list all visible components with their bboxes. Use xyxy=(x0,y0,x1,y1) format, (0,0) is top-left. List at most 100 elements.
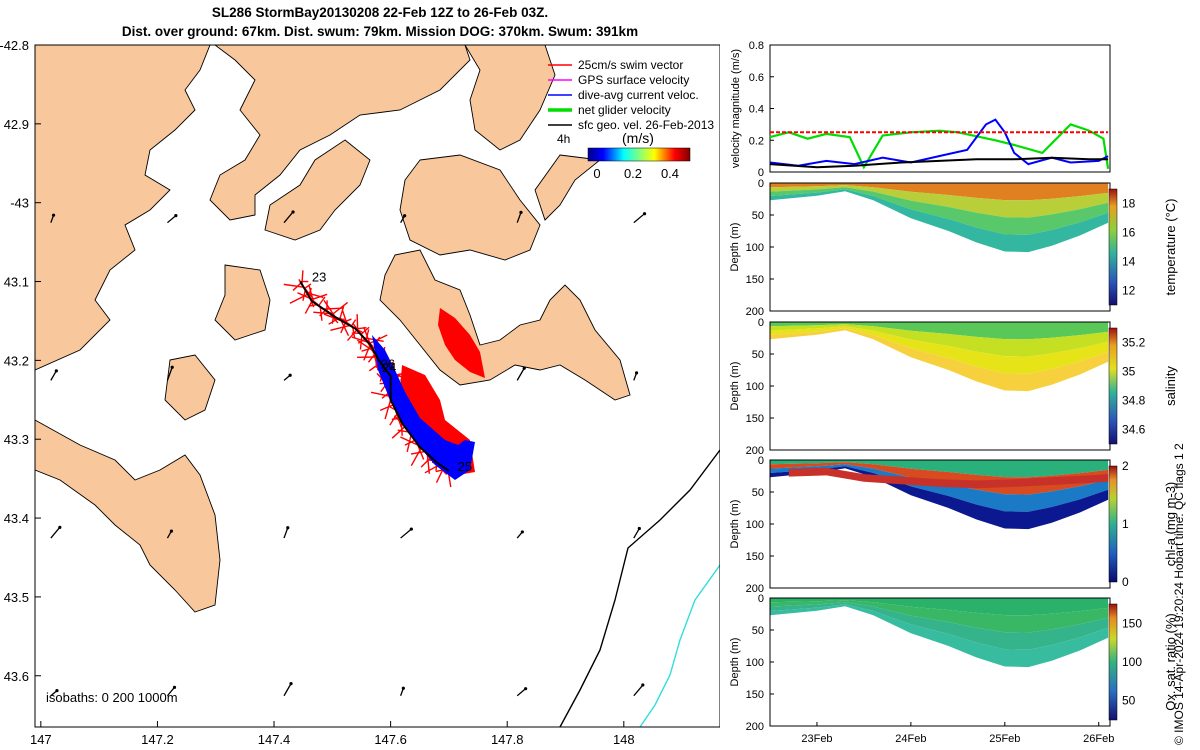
section-depth-band xyxy=(770,328,1109,392)
colorbar-tick-label: 1 xyxy=(1122,517,1129,531)
section-y-tick-label: 150 xyxy=(746,274,764,286)
swim-vector xyxy=(318,296,326,307)
section-y-tick-label: 50 xyxy=(752,625,764,637)
section-y-tick-label: 200 xyxy=(746,306,764,318)
velocity-y-tick-label: 0.6 xyxy=(749,72,764,84)
map-x-tick-label: 147.6 xyxy=(374,732,407,747)
map-x-tick-label: 147.8 xyxy=(491,732,524,747)
section-y-tick-label: 200 xyxy=(746,445,764,457)
swim-vector xyxy=(313,311,331,315)
swim-vector xyxy=(304,283,312,290)
velocity-y-axis-label: velocity magnitude (m/s) xyxy=(730,49,742,168)
section-colorbar-label: Ox. sat. ratio (%) xyxy=(1163,613,1178,711)
salinity-section-panel: 0 50 100 150 200 Depth (m) 34.6 34.8 35 35.2 salin… xyxy=(729,317,1178,457)
section-y-tick-label: 0 xyxy=(758,317,764,329)
map-x-tick-label: 147 xyxy=(30,732,52,747)
section-y-tick-label: 100 xyxy=(746,519,764,531)
section-y-tick-label: 0 xyxy=(758,455,764,467)
legend-entry: dive-avg current veloc. xyxy=(578,88,699,102)
map-y-tick-label: 43.6 xyxy=(4,669,29,684)
section-depth-band xyxy=(770,598,1109,616)
legend-timestamp-label: 4h xyxy=(557,132,570,146)
swim-vector xyxy=(346,329,358,341)
title-line-2: Dist. over ground: 67km. Dist. swum: 79k… xyxy=(121,24,639,39)
section-depth-band xyxy=(770,600,1109,633)
section-y-tick-label: 100 xyxy=(746,657,764,669)
map-x-tick-label: 148 xyxy=(613,732,635,747)
geo-velocity-arrow xyxy=(400,528,412,539)
section-y-tick-label: 50 xyxy=(752,210,764,222)
geo-velocity-arrow xyxy=(283,527,289,539)
time-tick-label: 26Feb xyxy=(1083,733,1114,745)
swim-vector xyxy=(330,324,350,331)
section-y-tick-label: 200 xyxy=(746,721,764,733)
geo-velocity-arrowhead xyxy=(54,369,58,373)
dive-average-current xyxy=(372,335,475,480)
section-y-tick-label: 0 xyxy=(758,593,764,605)
swim-vector xyxy=(357,338,366,344)
legend-entry: sfc geo. vel. 26-Feb-2013 xyxy=(578,118,714,132)
section-y-tick-label: 50 xyxy=(752,487,764,499)
section-depth-band xyxy=(770,322,1109,340)
section-colorbar xyxy=(1108,465,1118,583)
speed-colorbar: (m/s) 0 0.2 0.4 xyxy=(587,130,691,181)
section-depth-label: Depth (m) xyxy=(729,500,741,549)
section-depth-label: Depth (m) xyxy=(729,223,741,272)
geo-velocity-arrowhead xyxy=(288,373,292,377)
geo-velocity-arrowhead xyxy=(286,526,290,530)
swim-vector xyxy=(331,301,349,316)
geo-velocity-arrowhead xyxy=(170,365,174,369)
section-colorbar xyxy=(1108,188,1118,306)
geo-velocity-arrow xyxy=(167,215,177,224)
chlorophyll-section-panel: 0 50 100 150 200 Depth (m) 0 1 2 chl-a (mg m-3) xyxy=(729,455,1178,595)
section-depth-band xyxy=(770,460,1109,478)
colorbar-tick-label: 2 xyxy=(1122,459,1129,473)
velocity-y-tick-label: 0.4 xyxy=(749,104,764,116)
section-y-tick-label: 100 xyxy=(746,381,764,393)
swim-vector xyxy=(310,293,328,301)
chlorophyll-maximum-band xyxy=(788,467,1109,489)
geo-velocity-arrowhead xyxy=(409,527,413,531)
velocity-series-line xyxy=(769,123,1110,170)
geo-velocity-arrow xyxy=(283,683,292,697)
section-y-tick-label: 150 xyxy=(746,413,764,425)
velocity-series-line xyxy=(769,118,1109,167)
colorbar-tick: 0.2 xyxy=(624,166,642,181)
geo-velocity-arrow xyxy=(633,684,644,697)
map-x-tick-label: 147.2 xyxy=(141,732,174,747)
map-y-tick-label: 43.5 xyxy=(4,590,29,605)
map-x-tick-label: 147.4 xyxy=(258,732,291,747)
swim-vector xyxy=(323,300,336,318)
section-depth-label: Depth (m) xyxy=(729,638,741,687)
velocity-y-tick-label: 0.2 xyxy=(749,135,764,147)
section-colorbar-label: temperature (°C) xyxy=(1163,199,1178,296)
map-y-tick-label: 42.9 xyxy=(4,117,29,132)
section-colorbar xyxy=(1108,603,1118,721)
colorbar-tick-label: 14 xyxy=(1122,255,1136,269)
geostrophic-velocity-arrows xyxy=(50,210,647,697)
geo-velocity-arrowhead xyxy=(174,214,178,218)
title-line-1: SL286 StormBay20130208 22-Feb 12Z to 26-… xyxy=(211,5,549,20)
section-depth-band xyxy=(770,464,1109,512)
colorbar-tick-label: 18 xyxy=(1122,197,1136,211)
geo-velocity-arrow xyxy=(50,370,57,381)
swim-vector-fan xyxy=(438,308,485,378)
swim-vector xyxy=(356,314,359,332)
day-marker-label: 23 xyxy=(312,270,326,285)
geo-velocity-arrowhead xyxy=(634,371,639,375)
colorbar-tick-label: 150 xyxy=(1122,616,1142,630)
colorbar-tick-label: 34.6 xyxy=(1122,423,1146,437)
swim-vector xyxy=(410,447,422,467)
colorbar-tick-label: 12 xyxy=(1122,284,1136,298)
legend-entry: GPS surface velocity xyxy=(578,73,689,87)
swim-vector xyxy=(301,270,304,285)
colorbar-tick-label: 50 xyxy=(1122,694,1136,708)
map-y-tick-label: 43.1 xyxy=(4,275,29,290)
swim-vector xyxy=(397,429,409,433)
swim-vector xyxy=(351,336,369,344)
geo-velocity-arrowhead xyxy=(289,682,293,686)
map-y-tick-label: 43.3 xyxy=(4,432,29,447)
day-marker-label: 26 xyxy=(381,356,395,371)
